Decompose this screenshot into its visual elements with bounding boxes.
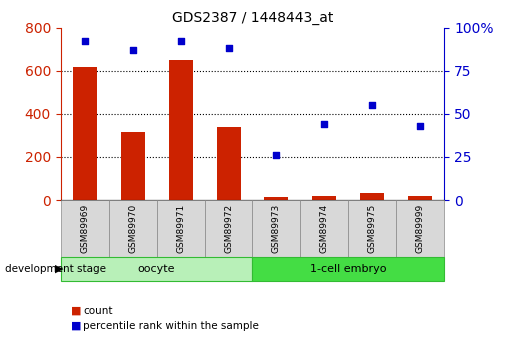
Text: development stage: development stage: [5, 264, 106, 274]
Bar: [61, 200, 109, 257]
Point: [176, 39, 184, 44]
Text: ▶: ▶: [55, 264, 63, 274]
Bar: [265, 197, 288, 200]
Bar: [300, 200, 348, 257]
Point: [320, 121, 328, 127]
Text: count: count: [83, 306, 113, 315]
Point: [224, 46, 232, 51]
Bar: [157, 200, 205, 257]
Text: ■: ■: [71, 306, 81, 315]
Bar: [396, 200, 444, 257]
Bar: [73, 68, 96, 200]
Bar: [361, 193, 384, 200]
Text: GSM89973: GSM89973: [272, 204, 281, 253]
Text: ■: ■: [71, 321, 81, 331]
Text: GSM89970: GSM89970: [128, 204, 137, 253]
Text: oocyte: oocyte: [138, 264, 175, 274]
Text: GSM89969: GSM89969: [80, 204, 89, 253]
Point: [416, 123, 424, 129]
Text: GSM89975: GSM89975: [368, 204, 377, 253]
Bar: [61, 257, 252, 281]
Bar: [109, 200, 157, 257]
Text: percentile rank within the sample: percentile rank within the sample: [83, 321, 259, 331]
Bar: [205, 200, 252, 257]
Point: [368, 102, 376, 108]
Bar: [409, 196, 432, 200]
Text: GSM89974: GSM89974: [320, 204, 329, 253]
Bar: [252, 257, 444, 281]
Bar: [348, 200, 396, 257]
Point: [128, 47, 136, 53]
Text: GSM89999: GSM89999: [416, 204, 425, 253]
Bar: [252, 200, 300, 257]
Bar: [217, 127, 240, 200]
Title: GDS2387 / 1448443_at: GDS2387 / 1448443_at: [172, 11, 333, 25]
Text: GSM89972: GSM89972: [224, 204, 233, 253]
Bar: [121, 132, 144, 200]
Bar: [313, 196, 336, 200]
Text: GSM89971: GSM89971: [176, 204, 185, 253]
Point: [80, 39, 89, 44]
Bar: [169, 60, 192, 200]
Point: [272, 152, 280, 158]
Text: 1-cell embryo: 1-cell embryo: [310, 264, 387, 274]
